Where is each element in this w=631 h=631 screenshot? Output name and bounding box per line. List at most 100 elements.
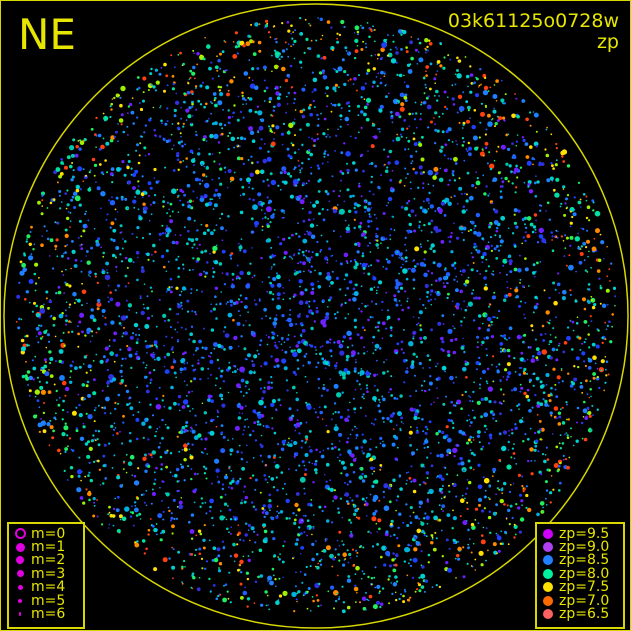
star-marker [171,148,174,150]
star-marker [70,153,75,158]
star-marker [173,371,177,375]
star-marker [223,166,227,169]
star-marker [587,333,590,336]
star-marker [211,559,215,562]
star-marker [346,605,351,610]
star-marker [257,415,262,419]
star-marker [411,160,414,163]
star-marker [403,119,407,122]
star-marker [438,429,441,433]
star-marker [312,99,315,103]
star-marker [273,25,276,28]
star-marker [554,288,557,291]
star-marker [113,454,116,457]
star-marker [523,333,527,337]
star-marker [275,272,278,275]
star-marker [219,67,222,70]
star-marker [131,511,135,515]
star-marker [65,207,68,210]
star-marker [395,424,398,427]
star-marker [469,538,471,540]
star-marker [80,235,83,238]
star-marker [296,600,298,603]
star-marker [310,502,312,505]
star-marker [518,373,522,377]
star-marker [327,306,329,308]
star-marker [62,274,65,276]
star-marker [287,154,291,158]
star-marker [307,231,312,236]
star-marker [408,125,411,128]
star-marker [447,157,450,160]
star-marker [408,476,412,480]
star-marker [93,378,96,382]
star-marker [262,180,265,183]
star-marker [327,134,329,136]
star-marker [41,194,44,197]
star-marker [398,597,401,601]
star-marker [445,561,449,565]
star-marker [144,469,148,473]
star-marker [240,157,244,161]
star-marker [256,67,260,70]
star-marker [519,357,522,360]
star-marker [393,396,397,400]
star-marker [577,365,580,369]
star-marker [406,574,409,577]
star-marker [267,336,271,339]
star-marker [565,432,568,434]
star-marker [246,577,250,581]
star-marker [429,204,434,209]
star-marker [400,135,403,138]
star-marker [271,567,275,571]
star-marker [261,397,264,400]
star-marker [135,417,140,422]
star-marker [429,87,432,91]
star-marker [575,439,579,443]
star-marker [341,540,343,542]
star-marker [483,507,486,510]
star-marker [409,515,412,518]
star-marker [259,454,262,457]
star-marker [299,476,306,483]
star-marker [480,563,484,567]
star-marker [168,229,172,233]
star-marker [184,351,187,354]
star-marker [282,122,286,125]
star-marker [479,273,481,275]
star-marker [233,171,236,174]
star-marker [102,112,105,115]
star-marker [114,208,117,211]
star-marker [445,272,451,277]
star-marker [299,109,304,114]
star-marker [506,504,509,507]
star-marker [313,88,317,92]
star-marker [151,253,153,256]
star-marker [254,412,257,414]
star-marker [258,298,261,301]
star-marker [331,208,333,210]
star-marker [211,153,214,155]
star-marker [520,366,523,369]
star-marker [33,243,36,246]
star-marker [455,495,458,498]
star-marker [82,168,85,171]
star-marker [318,406,321,409]
star-marker [278,93,282,96]
star-marker [419,483,421,486]
star-marker [120,195,124,199]
star-marker [239,314,241,317]
star-marker [181,581,184,584]
star-marker [387,486,392,490]
star-marker [426,198,429,201]
star-marker [521,242,524,245]
star-marker [472,436,475,439]
star-marker [179,188,183,192]
star-marker [555,395,559,398]
star-marker [260,256,263,260]
star-marker [557,272,560,275]
star-marker [209,252,212,255]
star-marker [382,371,386,375]
star-marker [474,146,479,151]
star-marker [535,175,537,178]
